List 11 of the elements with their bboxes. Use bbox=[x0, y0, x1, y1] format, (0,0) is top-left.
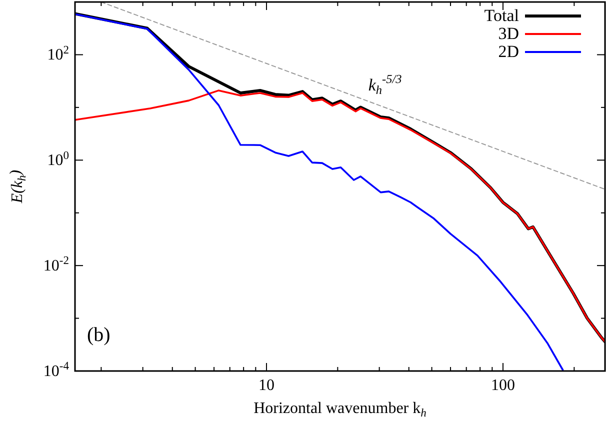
x-tick-label: 100 bbox=[490, 377, 515, 394]
x-axis-title: Horizontal wavenumber k$_{h}$ bbox=[254, 400, 427, 420]
legend-label: Total bbox=[484, 6, 520, 25]
y-tick-label: 10$^{0}$ bbox=[47, 150, 70, 170]
y-tick-label: 10$^{-2}$ bbox=[43, 255, 70, 275]
legend-label: 3D bbox=[498, 24, 519, 43]
legend-label: 2D bbox=[498, 42, 519, 61]
x-tick-label: 10 bbox=[258, 377, 274, 394]
y-tick-label: 10$^{2}$ bbox=[47, 44, 70, 64]
annotation: (b) bbox=[87, 324, 110, 346]
y-tick-label: 10$^{-4}$ bbox=[43, 360, 70, 380]
